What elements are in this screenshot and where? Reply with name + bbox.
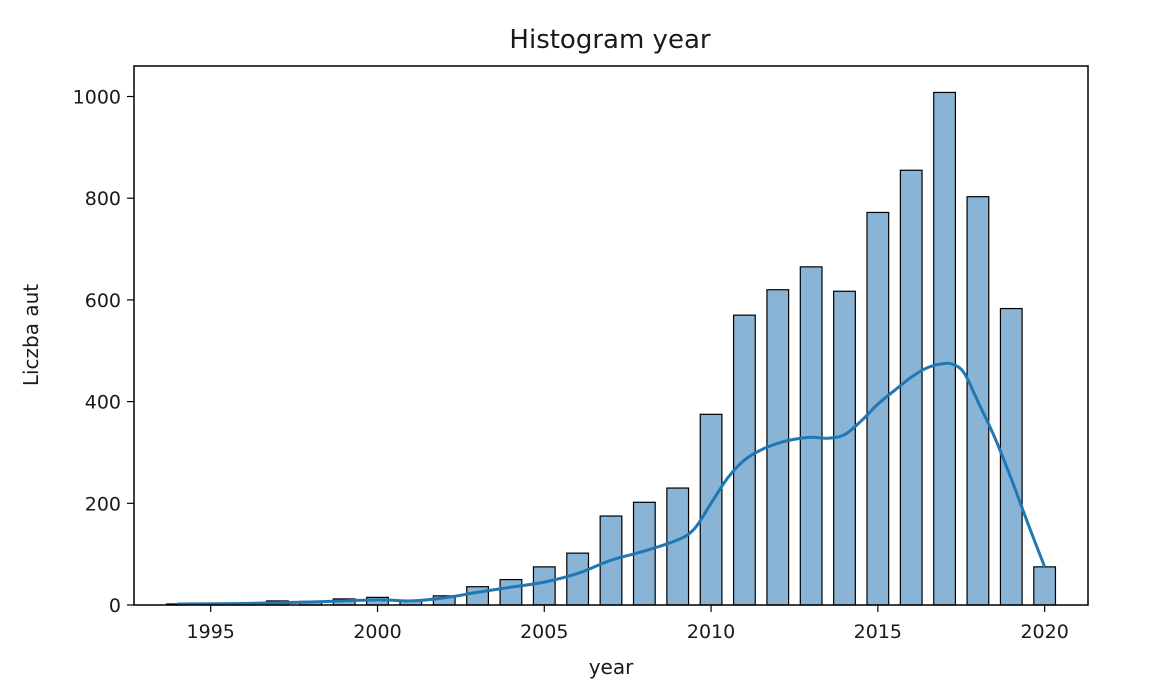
- histogram-bar: [899, 169, 923, 606]
- chart-title: Histogram year: [509, 25, 710, 55]
- y-axis-label: Liczba aut: [19, 284, 43, 386]
- histogram-bar: [532, 566, 556, 606]
- y-tick-label: 400: [85, 392, 121, 414]
- x-tick-label: 2005: [520, 621, 568, 643]
- y-tick-label: 200: [85, 493, 121, 515]
- y-tick-label: 800: [85, 188, 121, 210]
- histogram-bar: [933, 91, 957, 606]
- x-tick-label: 2000: [353, 621, 401, 643]
- y-axis-ticks: 0 200 400 600 800 1000: [73, 87, 134, 617]
- histogram-bar: [466, 586, 490, 606]
- y-tick-label: 0: [109, 595, 121, 617]
- x-tick-label: 1995: [187, 621, 235, 643]
- histogram-bar: [833, 290, 856, 606]
- y-tick-label: 1000: [73, 87, 121, 109]
- kde-line: [177, 361, 1047, 606]
- histogram-bar: [1033, 566, 1057, 606]
- x-axis-ticks: 1995 2000 2005 2010 2015 2020: [187, 605, 1069, 643]
- x-axis-label: year: [589, 655, 634, 679]
- x-tick-label: 2010: [687, 621, 735, 643]
- histogram-bar: [699, 413, 723, 606]
- y-tick-label: 600: [85, 290, 121, 312]
- x-tick-label: 2020: [1020, 621, 1068, 643]
- histogram-bar: [566, 552, 590, 606]
- histogram-bar: [866, 211, 890, 606]
- histogram-bar: [666, 487, 690, 606]
- x-tick-label: 2015: [854, 621, 902, 643]
- plot-frame: [133, 65, 1089, 606]
- histogram-bar: [499, 578, 523, 606]
